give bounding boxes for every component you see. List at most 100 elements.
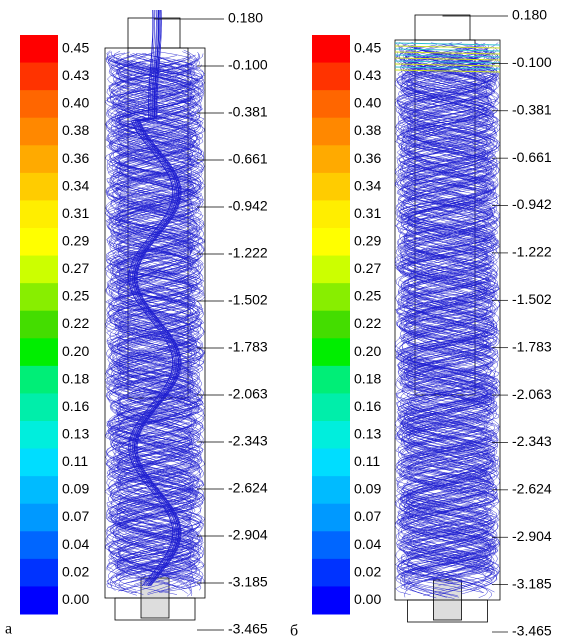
- colorbar-label: 0.00: [62, 591, 89, 607]
- colorbar-segment: [312, 531, 350, 560]
- colorbar-label: 0.29: [62, 232, 89, 248]
- colorbar-segment: [20, 62, 58, 91]
- colorbar-segment: [312, 338, 350, 367]
- streamline: [397, 51, 498, 575]
- bottom-base: [114, 597, 196, 621]
- colorbar-segment: [20, 558, 58, 587]
- core-streamline: [135, 9, 181, 587]
- streamline: [404, 51, 491, 598]
- axis-label: -0.381: [512, 101, 552, 117]
- colorbar-label: 0.11: [62, 453, 88, 469]
- axis-label: -0.942: [228, 198, 268, 214]
- colorbar-label: 0.38: [354, 122, 381, 138]
- streamline: [109, 56, 201, 585]
- axis-label: -2.624: [228, 480, 268, 496]
- colorbar-label: 0.22: [62, 315, 89, 331]
- core-streamline: [131, 9, 177, 587]
- colorbar-segment: [312, 283, 350, 312]
- colorbar-label: 0.43: [62, 67, 89, 83]
- colorbar-label: 0.45: [354, 39, 381, 55]
- panel: 0.45 0.43 0.40 0.38 0.36 0.34 0.31 0.29 0.27 0.25…: [5, 10, 268, 638]
- colorbar-segment: [312, 421, 350, 450]
- axis-label: -1.502: [228, 292, 268, 308]
- colorbar-label: 0.11: [354, 453, 380, 469]
- streamline: [106, 51, 204, 589]
- colorbar-label: 0.31: [354, 205, 381, 221]
- colorbar-label: 0.13: [354, 425, 381, 441]
- colorbar-segment: [312, 310, 350, 339]
- axis-label: -2.624: [512, 481, 552, 497]
- colorbar-label: 0.27: [62, 260, 89, 276]
- panel-label: б: [290, 623, 298, 640]
- axis-label: -0.381: [228, 104, 268, 120]
- colorbar-label: 0.13: [62, 425, 89, 441]
- axis-label: -3.185: [512, 575, 552, 591]
- axis-label: -0.661: [512, 149, 552, 165]
- axis-label: -1.783: [228, 339, 268, 355]
- streamline: [111, 58, 199, 572]
- streamline: [397, 42, 498, 592]
- axis-label: -3.465: [228, 621, 268, 637]
- axis-label: -1.222: [512, 244, 552, 260]
- axis-label: 0.180: [228, 10, 263, 26]
- inlet-streamline: [394, 63, 501, 67]
- axis-label: -2.063: [228, 386, 268, 402]
- axis-label: -1.502: [512, 291, 552, 307]
- streamline: [395, 42, 500, 593]
- colorbar-segment: [312, 503, 350, 532]
- streamline: [112, 58, 198, 575]
- inlet-streamline: [394, 42, 501, 46]
- streamline: [397, 43, 498, 593]
- streamline: [398, 41, 497, 574]
- streamline: [115, 59, 195, 579]
- colorbar-segment: [312, 117, 350, 146]
- streamline: [106, 63, 204, 571]
- inlet-streamline: [394, 69, 501, 73]
- colorbar-segment: [312, 393, 350, 422]
- inlet-streamline: [394, 60, 501, 64]
- colorbar-label: 0.29: [354, 232, 381, 248]
- colorbar-segment: [312, 172, 350, 201]
- colorbar-segment: [312, 62, 350, 91]
- colorbar-label: 0.38: [62, 122, 89, 138]
- colorbar-label: 0.04: [62, 536, 89, 552]
- colorbar-segment: [20, 35, 58, 64]
- streamline: [110, 60, 200, 572]
- streamline: [398, 55, 497, 581]
- colorbar-label: 0.09: [62, 481, 89, 497]
- streamline: [401, 51, 494, 596]
- colorbar-label: 0.09: [354, 481, 381, 497]
- streamline: [109, 58, 201, 587]
- colorbar-segment: [20, 117, 58, 146]
- colorbar-label: 0.43: [354, 67, 381, 83]
- colorbar-segment: [312, 200, 350, 229]
- colorbar-segment: [312, 228, 350, 257]
- streamline: [399, 48, 496, 599]
- colorbar-label: 0.25: [62, 288, 89, 304]
- colorbar-label: 0.04: [354, 536, 381, 552]
- colorbar-label: 0.16: [62, 398, 89, 414]
- colorbar-label: 0.40: [354, 95, 381, 111]
- core-streamline: [128, 9, 173, 587]
- streamline: [108, 56, 202, 570]
- inlet-streamline: [394, 66, 501, 70]
- axis-label: -0.100: [512, 54, 552, 70]
- core-streamline: [130, 9, 175, 587]
- axis-label: -0.942: [512, 196, 552, 212]
- axis-label: 0.180: [512, 7, 547, 23]
- colorbar-segment: [20, 200, 58, 229]
- core-streamline: [128, 9, 174, 587]
- colorbar-segment: [20, 586, 58, 615]
- streamline: [395, 46, 500, 599]
- core-streamline: [132, 9, 178, 587]
- colorbar-label: 0.16: [354, 398, 381, 414]
- colorbar-segment: [312, 586, 350, 615]
- panel: 0.45 0.43 0.40 0.38 0.36 0.34 0.31 0.29 0.27 0.25…: [290, 7, 552, 640]
- colorbar-segment: [20, 365, 58, 394]
- streamline: [118, 59, 192, 597]
- colorbar-segment: [20, 421, 58, 450]
- colorbar-segment: [20, 531, 58, 560]
- streamline: [400, 45, 495, 592]
